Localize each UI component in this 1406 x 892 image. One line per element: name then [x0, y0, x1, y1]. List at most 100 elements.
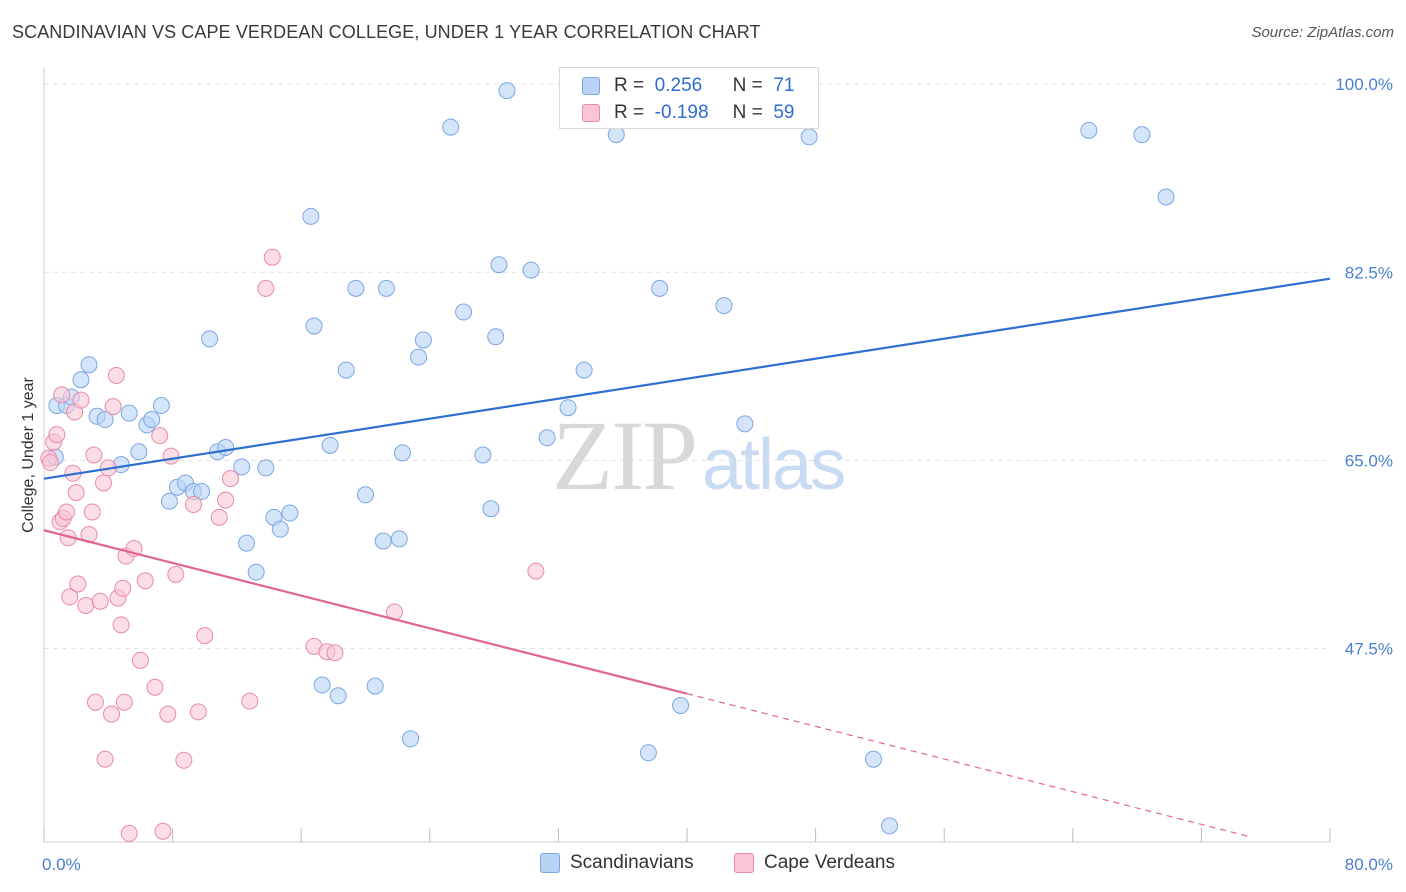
scandinavian-point — [329, 687, 347, 705]
cape-verdean-point — [257, 279, 275, 297]
scandinavian-point — [1080, 121, 1098, 139]
legend-label-scandinavians: Scandinavians — [570, 852, 694, 873]
legend-item-scandinavians[interactable]: Scandinavians — [540, 852, 694, 874]
cape-verdean-point — [107, 366, 125, 384]
chart-title: SCANDINAVIAN VS CAPE VERDEAN COLLEGE, UN… — [12, 22, 761, 42]
cape-verdean-point — [154, 822, 172, 840]
cape-verdean-point — [241, 692, 259, 710]
scandinavian-point — [559, 399, 577, 417]
cape-verdean-point — [48, 426, 66, 444]
scandinavian-point — [522, 261, 540, 279]
scandinavian-point — [575, 361, 593, 379]
scandinavian-point — [487, 328, 505, 346]
cape-verdean-point — [53, 386, 71, 404]
scandinavian-point — [402, 730, 420, 748]
scandinavian-point — [800, 128, 818, 146]
legend-r-label: R = — [614, 102, 645, 123]
scandinavian-point — [490, 256, 508, 274]
cape-verdean-point — [175, 751, 193, 769]
scandinavian-point — [201, 330, 219, 348]
y-tick-label: 47.5% — [1345, 640, 1393, 659]
scandinavian-point — [160, 492, 178, 510]
cape-verdean-point — [58, 503, 76, 521]
scandinavian-point — [96, 411, 114, 429]
cape-verdean-point — [184, 495, 202, 513]
legend-r-value: 0.256 — [654, 75, 703, 96]
cape-verdean-trendline-extension — [686, 693, 1250, 838]
legend-n-label: N = — [732, 75, 763, 96]
scandinavian-point — [881, 817, 899, 835]
cape-verdean-point — [83, 503, 101, 521]
scandinavian-point — [302, 207, 320, 225]
y-axis-title: College, Under 1 year — [20, 377, 37, 533]
cape-verdean-point — [217, 491, 235, 509]
scandinavian-point — [80, 356, 98, 374]
watermark-zip: ZIP — [552, 400, 698, 511]
scandinavian-point — [498, 82, 516, 100]
cape-verdean-point — [162, 447, 180, 465]
cape-verdean-point — [210, 508, 228, 526]
scandinavian-trendline — [43, 277, 1331, 480]
scandinavian-point — [321, 436, 339, 454]
scandinavian-point — [1157, 188, 1175, 206]
cape-verdean-point — [41, 454, 59, 472]
cape-verdean-point — [159, 705, 177, 723]
scandinavian-point — [393, 444, 411, 462]
scandinavian-point — [130, 443, 148, 461]
scandinavian-point — [864, 750, 882, 768]
scandinavian-point — [377, 279, 395, 297]
scandinavian-point — [607, 126, 625, 144]
cape-verdean-point — [103, 705, 121, 723]
cape-verdean-point — [136, 572, 154, 590]
scandinavian-point — [410, 348, 428, 366]
scandinavian-point — [305, 317, 323, 335]
x-tick-label: 80.0% — [1345, 855, 1393, 874]
legend-swatch-pink — [582, 104, 600, 122]
cape-verdean-point — [112, 616, 130, 634]
cape-verdean-point — [167, 565, 185, 583]
legend-r-label: R = — [614, 75, 645, 96]
scandinavian-point — [271, 520, 289, 538]
scandinavian-point — [374, 532, 392, 550]
legend-row-cape-verdeans: R = -0.198 N = 59 — [582, 101, 794, 125]
legend-row-scandinavians: R = 0.256 N = 71 — [582, 74, 794, 98]
cape-verdean-point — [120, 824, 138, 842]
legend-item-cape-verdeans[interactable]: Cape Verdeans — [734, 852, 895, 874]
series-legend: Scandinavians Cape Verdeans — [0, 852, 1406, 878]
scandinavian-point — [281, 504, 299, 522]
source-label: Source: ZipAtlas.com — [1251, 24, 1394, 41]
cape-verdean-point — [96, 750, 114, 768]
scandinavian-point — [257, 459, 275, 477]
y-tick-label: 100.0% — [1335, 75, 1393, 94]
scandinavian-point — [120, 404, 138, 422]
scandinavian-point — [366, 677, 384, 695]
cape-verdean-point — [196, 627, 214, 645]
scandinavian-point — [72, 371, 90, 389]
scandinavian-point — [455, 303, 473, 321]
scandinavian-point — [390, 530, 408, 548]
watermark-atlas: atlas — [702, 425, 846, 505]
scandinavian-point — [474, 446, 492, 464]
scandinavian-point — [337, 361, 355, 379]
legend-n-label: N = — [732, 102, 763, 123]
cape-verdean-point — [104, 398, 122, 416]
correlation-legend: R = 0.256 N = 71 R = -0.198 N = 59 — [559, 67, 819, 129]
y-tick-label: 82.5% — [1345, 263, 1393, 282]
cape-verdean-point — [263, 248, 281, 266]
legend-r-value: -0.198 — [654, 102, 709, 123]
cape-verdean-trendline — [43, 529, 688, 695]
scandinavian-point — [442, 118, 460, 136]
cape-verdean-point — [151, 427, 169, 445]
legend-swatch-blue — [582, 77, 600, 95]
cape-verdean-point — [77, 597, 95, 614]
cape-verdean-point — [94, 474, 112, 492]
y-tick-label: 65.0% — [1345, 451, 1393, 470]
scandinavian-point — [313, 676, 331, 694]
scandinavian-point — [143, 411, 161, 429]
cape-verdean-point — [115, 693, 133, 711]
legend-label-cape-verdeans: Cape Verdeans — [764, 852, 895, 873]
scandinavian-point — [482, 500, 500, 518]
scandinavian-point — [357, 486, 374, 504]
legend-n-value: 59 — [773, 102, 795, 123]
